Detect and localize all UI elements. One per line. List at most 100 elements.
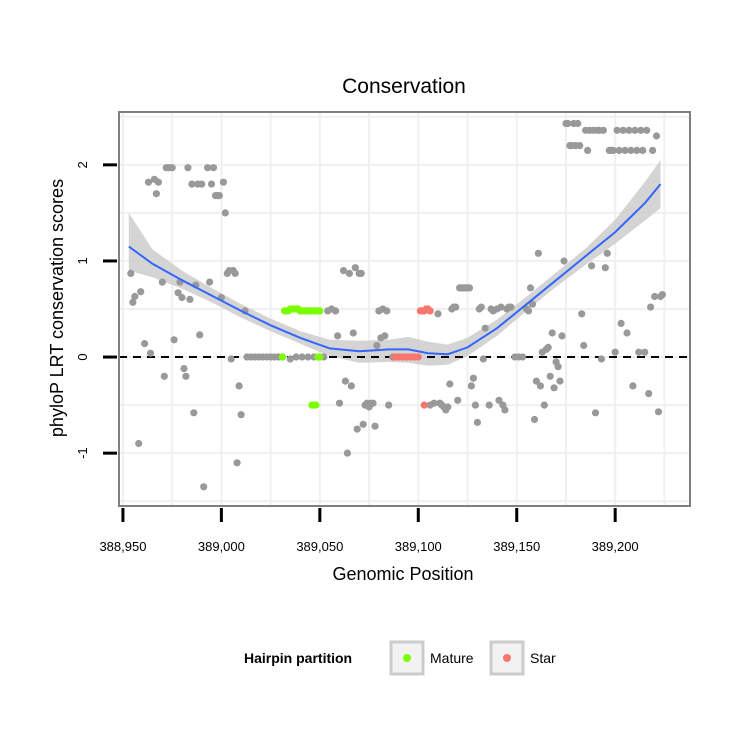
point-other xyxy=(611,348,619,356)
smooth-line xyxy=(128,183,662,356)
point-other xyxy=(471,401,479,409)
point-other xyxy=(233,459,241,467)
point-other xyxy=(477,303,485,311)
grid xyxy=(119,112,690,506)
point-other xyxy=(206,278,214,286)
point-other xyxy=(619,126,627,134)
x-tick-label: 389,000 xyxy=(198,539,245,554)
point-other xyxy=(385,401,393,409)
point-other xyxy=(334,332,342,340)
point-other xyxy=(643,126,651,134)
point-other xyxy=(174,289,182,297)
point-other xyxy=(540,401,548,409)
point-other xyxy=(623,329,631,337)
point-other xyxy=(198,180,206,188)
point-other xyxy=(635,348,643,356)
x-tick-label: 389,150 xyxy=(493,539,540,554)
x-tick-label: 389,200 xyxy=(592,539,639,554)
point-other xyxy=(603,249,611,257)
point-other xyxy=(349,329,357,337)
point-other xyxy=(152,190,160,198)
y-axis-label: phyloP LRT conservation scores xyxy=(47,179,67,437)
point-other xyxy=(501,406,509,414)
point-other xyxy=(304,353,312,361)
point-other xyxy=(188,180,196,188)
point-other xyxy=(154,178,162,186)
point-other xyxy=(599,126,608,134)
point-other xyxy=(615,146,623,154)
point-other xyxy=(546,372,554,380)
point-other xyxy=(536,382,545,390)
point-other xyxy=(654,408,663,416)
x-axis-label: Genomic Position xyxy=(332,564,473,584)
point-star xyxy=(420,401,428,409)
x-axis: 388,950 389,000 389,050 389,100 389,150 389,2… xyxy=(99,508,639,554)
point-other xyxy=(341,377,349,385)
point-other xyxy=(524,307,533,315)
x-tick-label: 388,950 xyxy=(99,539,146,554)
point-other xyxy=(292,353,300,361)
plot-frame xyxy=(118,111,691,507)
point-other xyxy=(613,126,621,134)
series-mature xyxy=(278,305,324,409)
point-other xyxy=(286,355,294,363)
point-other xyxy=(339,267,348,275)
chart-title: Conservation xyxy=(342,75,466,98)
point-star xyxy=(426,307,434,315)
point-other xyxy=(182,372,190,380)
point-other xyxy=(160,372,168,380)
point-other xyxy=(180,365,188,373)
point-other xyxy=(639,146,647,154)
point-other xyxy=(343,449,351,457)
point-other xyxy=(473,418,481,426)
point-other xyxy=(554,363,562,371)
y-tick-label: -1 xyxy=(75,447,90,459)
point-other xyxy=(637,126,645,134)
point-mature xyxy=(316,353,324,361)
point-other xyxy=(534,249,543,257)
point-other xyxy=(371,422,379,430)
point-other xyxy=(576,142,584,150)
point-other xyxy=(481,324,489,332)
y-axis: -1 0 1 2 xyxy=(75,161,117,459)
point-other xyxy=(347,382,355,390)
point-other xyxy=(601,264,609,272)
point-other xyxy=(528,300,537,308)
point-other xyxy=(558,332,566,340)
point-other xyxy=(454,396,462,404)
point-other xyxy=(186,295,194,303)
point-other xyxy=(621,146,629,154)
point-other xyxy=(131,292,139,301)
point-other xyxy=(560,257,568,265)
point-other xyxy=(219,178,227,186)
legend-mature-dot xyxy=(403,654,411,662)
x-tick-label: 389,100 xyxy=(395,539,442,554)
point-other xyxy=(190,409,198,417)
point-other xyxy=(209,164,218,172)
legend-title: Hairpin partition xyxy=(244,650,352,666)
point-other xyxy=(168,164,176,172)
ribbon-band xyxy=(128,160,661,366)
point-other xyxy=(550,384,558,392)
point-other xyxy=(231,269,239,277)
point-other xyxy=(564,119,572,128)
point-star xyxy=(414,353,422,361)
point-other xyxy=(353,425,361,433)
point-other xyxy=(519,353,527,361)
point-other xyxy=(548,329,556,337)
point-other xyxy=(530,415,539,424)
point-other xyxy=(373,341,381,350)
point-other xyxy=(381,332,389,340)
point-other xyxy=(578,310,586,318)
legend: Hairpin partition Mature Star xyxy=(244,640,556,676)
point-other xyxy=(170,336,178,344)
point-other xyxy=(584,146,592,154)
point-other xyxy=(359,420,367,428)
point-other xyxy=(146,349,155,357)
point-other xyxy=(184,164,192,172)
point-other xyxy=(178,293,186,302)
point-other xyxy=(345,269,353,277)
point-other xyxy=(627,146,635,154)
point-other xyxy=(298,353,306,361)
